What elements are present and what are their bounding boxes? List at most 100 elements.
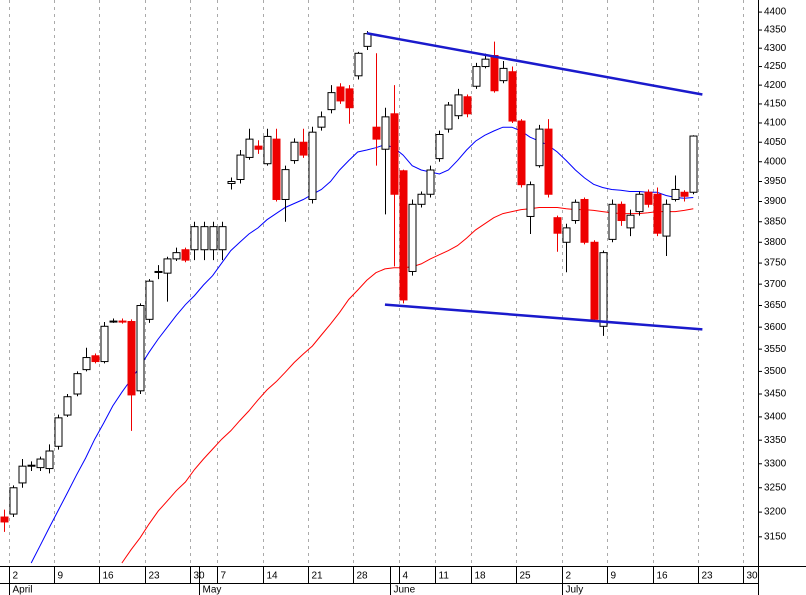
candle-body	[181, 249, 190, 261]
candle-body	[689, 135, 698, 193]
candle-body	[100, 325, 109, 363]
y-tick-label: 3850	[764, 216, 787, 227]
candle-body	[36, 458, 45, 469]
y-tick-label: 3550	[764, 344, 787, 355]
candle-body	[290, 141, 299, 162]
candle-body	[599, 252, 608, 327]
x-tick-label: 11	[439, 571, 450, 582]
candle-body	[499, 67, 508, 82]
candle-body	[408, 203, 417, 272]
y-tick-label: 3400	[764, 412, 787, 423]
y-tick-label: 3250	[764, 482, 787, 493]
x-tick-label: 23	[702, 571, 714, 582]
candle-body	[163, 258, 172, 274]
candle-body	[245, 138, 254, 158]
moving-average-line	[121, 207, 694, 564]
x-tick-label: 14	[267, 571, 279, 582]
y-tick-label: 3700	[764, 279, 787, 290]
x-tick-label: 9	[611, 571, 617, 582]
candle-body	[553, 217, 562, 234]
y-tick-label: 4150	[764, 99, 787, 110]
candle-body	[454, 94, 463, 117]
candle-body	[336, 86, 345, 102]
candle-body	[608, 203, 617, 240]
candle-body	[635, 193, 644, 213]
y-tick-label: 4250	[764, 61, 787, 72]
x-tick-label: 21	[312, 571, 324, 582]
candle-body	[45, 450, 54, 470]
candle-body	[644, 191, 653, 205]
x-tick-label: 18	[475, 571, 487, 582]
candle-body	[63, 396, 72, 416]
candle-body	[118, 320, 127, 323]
candle-body	[381, 116, 390, 150]
candle-body	[227, 180, 236, 184]
candle-body	[399, 170, 408, 301]
y-tick-label: 3950	[764, 176, 787, 187]
candle-body	[200, 226, 209, 251]
month-label: July	[566, 585, 584, 595]
candle-body	[263, 135, 272, 165]
candle-body	[281, 169, 290, 200]
y-tick-label: 3600	[764, 322, 787, 333]
y-tick-label: 3800	[764, 237, 787, 248]
candle-body	[571, 201, 580, 222]
x-tick-label: 30	[747, 571, 759, 582]
candle-body	[0, 516, 9, 523]
y-tick-label: 3900	[764, 196, 787, 207]
y-tick-label: 4300	[764, 43, 787, 54]
trendline	[384, 303, 703, 331]
candle-body	[426, 169, 435, 195]
x-tick-label: 2	[13, 571, 19, 582]
candle-body	[18, 465, 27, 484]
candle-body	[363, 33, 372, 47]
candle-body	[535, 128, 544, 167]
x-tick-label: 2	[566, 571, 572, 582]
candle-body	[154, 270, 163, 273]
candle-body	[73, 373, 82, 395]
candle-body	[490, 55, 499, 92]
y-tick-label: 4100	[764, 118, 787, 129]
x-tick-label: 4	[403, 571, 409, 582]
candle-body	[617, 203, 626, 222]
x-tick-label: 23	[149, 571, 161, 582]
candle-body	[626, 214, 635, 229]
candle-body	[172, 252, 181, 260]
x-tick-label: 25	[520, 571, 532, 582]
candle-body	[590, 241, 599, 320]
y-tick-label: 3200	[764, 507, 787, 518]
candle-body	[145, 280, 154, 320]
y-tick-label: 3450	[764, 389, 787, 400]
candle-body	[481, 58, 490, 68]
y-tick-label: 3300	[764, 458, 787, 469]
candle-body	[127, 321, 136, 396]
candle-body	[190, 226, 199, 251]
candle-body	[390, 113, 399, 195]
candle-body	[680, 191, 689, 197]
candle-body	[308, 131, 317, 200]
candle-body	[9, 487, 18, 515]
candle-body	[317, 116, 326, 128]
candle-body	[209, 226, 218, 251]
candle-body	[91, 355, 100, 363]
month-label: June	[394, 585, 416, 595]
trendline	[366, 32, 703, 96]
candle-body	[372, 126, 381, 140]
candle-body	[417, 193, 426, 205]
candle-body	[526, 184, 535, 217]
candle-body	[299, 141, 308, 156]
y-tick-label: 4400	[764, 7, 787, 18]
candle-body	[254, 145, 263, 150]
y-tick-label: 4350	[764, 25, 787, 36]
y-tick-label: 4050	[764, 137, 787, 148]
y-tick-label: 3350	[764, 435, 787, 446]
candle-body	[82, 357, 91, 371]
candle-body	[345, 88, 354, 109]
candle-body	[27, 464, 36, 467]
x-tick-label: 7	[221, 571, 227, 582]
month-label: April	[13, 585, 33, 595]
candle-body	[272, 138, 281, 200]
candle-body	[54, 417, 63, 447]
